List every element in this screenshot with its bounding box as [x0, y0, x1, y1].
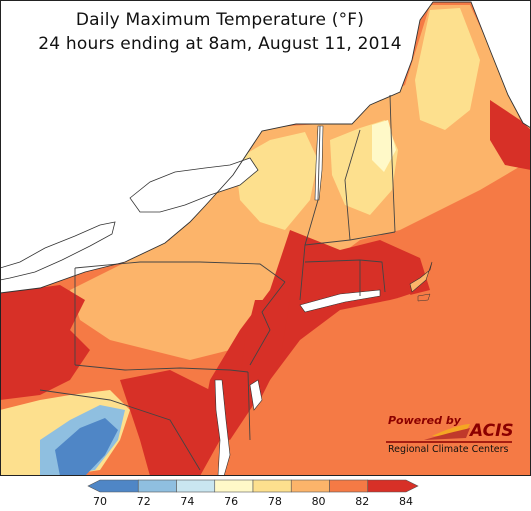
nantucket	[417, 293, 431, 302]
chesapeake-bay	[214, 379, 231, 476]
zone-pale-nh	[372, 120, 396, 172]
pa-md-border	[74, 364, 249, 373]
acis-logo	[386, 424, 512, 443]
rcc-text: Regional Climate Centers	[388, 444, 509, 455]
powered-by-text: Powered by	[388, 414, 461, 427]
legend-bin	[137, 479, 177, 493]
zone-hot-maine-coast	[490, 100, 531, 170]
cape-cod	[409, 261, 433, 293]
nh-me-border	[389, 94, 396, 233]
legend-bin	[87, 479, 139, 493]
lake-erie	[0, 221, 116, 281]
zone-hot-south	[120, 370, 220, 476]
delaware-bay	[249, 379, 263, 411]
legend-bin	[214, 479, 254, 493]
logo-swoosh-red	[424, 428, 470, 440]
map-title: Daily Maximum Temperature (°F)	[75, 10, 365, 30]
legend-bin	[290, 479, 330, 493]
legend-tick-label: 74	[180, 495, 194, 508]
legend-tick-label: 78	[268, 495, 282, 508]
vt-nh-border	[344, 129, 361, 241]
legend-bin	[329, 479, 369, 493]
legend-tick-label: 82	[355, 495, 369, 508]
md-de-border	[247, 371, 251, 441]
zone-hot-west-pa	[0, 285, 90, 400]
legend-tick-labels: 70 72 74 76 78 80 82 84	[93, 495, 413, 508]
lake-ontario	[129, 157, 259, 213]
temperature-map	[0, 0, 531, 476]
color-legend: 70 72 74 76 78 80 82 84	[87, 479, 419, 508]
zone-hot-nj	[240, 300, 290, 400]
legend-bin	[176, 479, 216, 493]
acis-brand-text: ACIS	[470, 421, 514, 441]
legend-bins	[87, 479, 419, 493]
zone-warm-cape	[398, 294, 414, 304]
wv-va-border	[39, 389, 201, 471]
legend-bin	[252, 479, 292, 493]
coastline	[0, 1, 531, 294]
ma-north-border	[304, 231, 396, 246]
legend-tick-label: 84	[399, 495, 413, 508]
ny-east-border	[299, 125, 321, 301]
ct-ri-ma-border	[304, 259, 386, 293]
nj-pa-border	[249, 281, 286, 366]
legend-bin	[367, 479, 419, 493]
legend-tick-label: 76	[224, 495, 238, 508]
zone-cold-appalachia	[55, 418, 118, 476]
legend-tick-label: 80	[312, 495, 326, 508]
legend-tick-label: 72	[137, 495, 151, 508]
legend-tick-label: 70	[93, 495, 107, 508]
zone-cool-adirondack	[235, 132, 318, 230]
zone-cool-maine	[415, 8, 480, 130]
map-subtitle: 24 hours ending at 8am, August 11, 2014	[38, 34, 402, 54]
